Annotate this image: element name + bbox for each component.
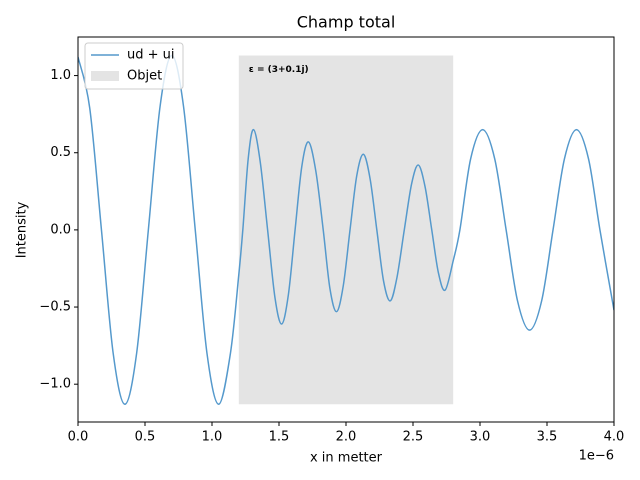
data-line bbox=[78, 54, 614, 406]
legend-label: ud + ui bbox=[127, 48, 175, 63]
legend-label: Objet bbox=[127, 69, 162, 84]
x-tick-label: 2.0 bbox=[336, 430, 357, 445]
x-tick-label: 2.5 bbox=[403, 430, 424, 445]
y-tick-label: 1.0 bbox=[50, 68, 71, 83]
x-tick-label: 3.5 bbox=[537, 430, 558, 445]
x-tick-label: 1.0 bbox=[202, 430, 223, 445]
x-tick-label: 1.5 bbox=[269, 430, 290, 445]
annotation: ε = (3+0.1j) bbox=[249, 65, 309, 75]
x-axis-label: x in metter bbox=[310, 451, 383, 466]
legend-patch bbox=[91, 71, 119, 81]
y-tick-label: 0.5 bbox=[50, 145, 71, 160]
x-tick-label: 4.0 bbox=[604, 430, 625, 445]
plot-area bbox=[78, 54, 614, 406]
y-tick-label: −1.0 bbox=[39, 377, 71, 392]
object-region bbox=[238, 55, 454, 405]
y-tick-label: −0.5 bbox=[39, 300, 71, 315]
chart-title: Champ total bbox=[297, 13, 396, 32]
x-offset-label: 1e−6 bbox=[579, 449, 614, 464]
x-tick-label: 0.0 bbox=[68, 430, 89, 445]
y-axis-label: Intensity bbox=[15, 201, 30, 258]
x-tick-label: 3.0 bbox=[470, 430, 491, 445]
x-tick-label: 0.5 bbox=[135, 430, 156, 445]
y-tick-label: 0.0 bbox=[50, 222, 71, 237]
